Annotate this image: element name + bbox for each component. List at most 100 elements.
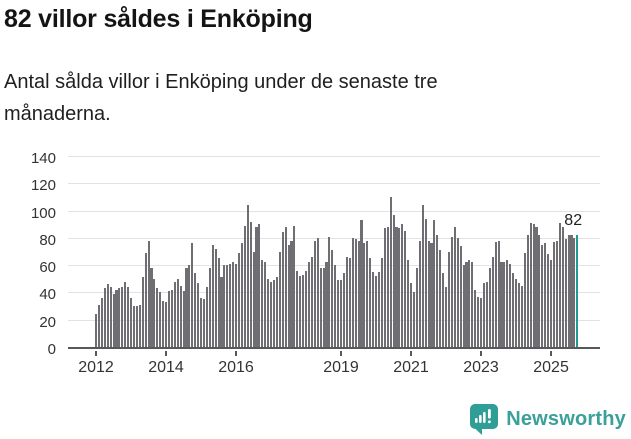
bar — [342, 273, 346, 347]
bar — [480, 297, 483, 347]
bar — [240, 243, 243, 347]
gridline — [68, 210, 600, 212]
bar — [360, 220, 363, 347]
bar — [442, 273, 445, 347]
bar — [167, 291, 171, 347]
bar — [550, 259, 553, 347]
bar — [415, 267, 418, 347]
bar — [258, 224, 261, 347]
bar — [363, 243, 366, 347]
bar — [109, 286, 112, 347]
bar — [430, 243, 433, 347]
bar — [529, 222, 532, 347]
bar — [246, 205, 249, 347]
bar — [153, 278, 156, 347]
bar — [310, 256, 313, 347]
bar — [130, 297, 133, 347]
bar — [226, 265, 229, 347]
bar — [520, 285, 523, 347]
bar — [418, 240, 421, 347]
bar — [267, 278, 270, 347]
bar — [340, 280, 343, 347]
bar — [208, 267, 211, 347]
bar — [223, 265, 226, 347]
bar — [322, 267, 325, 347]
bar — [159, 292, 162, 347]
bar — [165, 301, 168, 347]
x-tick-mark — [550, 351, 553, 356]
bar — [275, 277, 278, 347]
bar — [509, 263, 512, 347]
bar — [229, 263, 232, 347]
page-title: 82 villor såldes i Enköping — [4, 5, 313, 33]
chart-subtitle: Antal sålda villor i Enköping under de s… — [4, 71, 438, 126]
bar — [185, 267, 188, 347]
bar — [532, 224, 535, 347]
bar — [380, 258, 383, 347]
bar — [541, 244, 544, 347]
bar-chart-speech-bubble-icon — [470, 404, 499, 435]
bar — [453, 226, 456, 347]
bar — [512, 273, 515, 347]
x-tick-label: 2019 — [323, 359, 359, 376]
bar — [252, 251, 255, 347]
bar — [421, 205, 424, 347]
bar — [188, 265, 191, 347]
bar — [194, 273, 197, 347]
bar — [412, 292, 416, 347]
bar — [150, 267, 153, 347]
bar-chart: 0 20 40 60 80 100 120 140 2012 2014 2016 2019 2021 2… — [0, 150, 631, 398]
bar — [506, 259, 509, 347]
bar — [436, 235, 439, 347]
x-tick-mark — [410, 351, 413, 356]
bar — [243, 225, 246, 347]
bar — [118, 288, 121, 347]
bar — [459, 246, 462, 347]
x-tick-label: 2025 — [533, 359, 569, 376]
bar — [97, 304, 100, 347]
x-tick-label: 2014 — [148, 359, 184, 376]
bar — [179, 285, 182, 347]
bar — [366, 240, 369, 347]
highlighted-bar — [576, 235, 579, 347]
y-tick-label: 120 — [30, 177, 56, 195]
bar — [386, 226, 389, 347]
gridline — [68, 156, 600, 157]
bar — [325, 262, 328, 347]
y-tick-label: 80 — [39, 231, 56, 249]
bar — [147, 240, 150, 347]
x-tick-label: 2021 — [393, 359, 429, 376]
bar — [488, 267, 491, 347]
bar — [552, 241, 556, 347]
bar — [456, 237, 459, 347]
bar — [261, 259, 264, 347]
bar — [135, 306, 138, 347]
bar — [296, 270, 299, 347]
bar — [410, 282, 413, 347]
bar — [272, 280, 276, 347]
bar — [398, 228, 401, 347]
y-tick-label: 60 — [39, 259, 56, 277]
bar — [517, 282, 521, 347]
plot-area — [68, 156, 600, 349]
bar — [334, 265, 337, 347]
x-tick-mark — [235, 351, 238, 356]
bar — [132, 306, 135, 347]
bar — [392, 214, 395, 347]
bar — [383, 228, 386, 347]
bar — [124, 281, 127, 347]
bar — [357, 240, 360, 347]
bar — [377, 271, 381, 347]
bar — [482, 282, 486, 347]
bar — [237, 252, 241, 347]
x-tick-mark — [480, 351, 483, 356]
bar — [471, 262, 474, 347]
bar — [112, 293, 115, 347]
bar — [232, 262, 235, 347]
bar — [316, 237, 319, 347]
bar — [100, 297, 103, 347]
bar — [217, 258, 220, 347]
bar — [564, 239, 567, 347]
bar — [433, 220, 436, 347]
